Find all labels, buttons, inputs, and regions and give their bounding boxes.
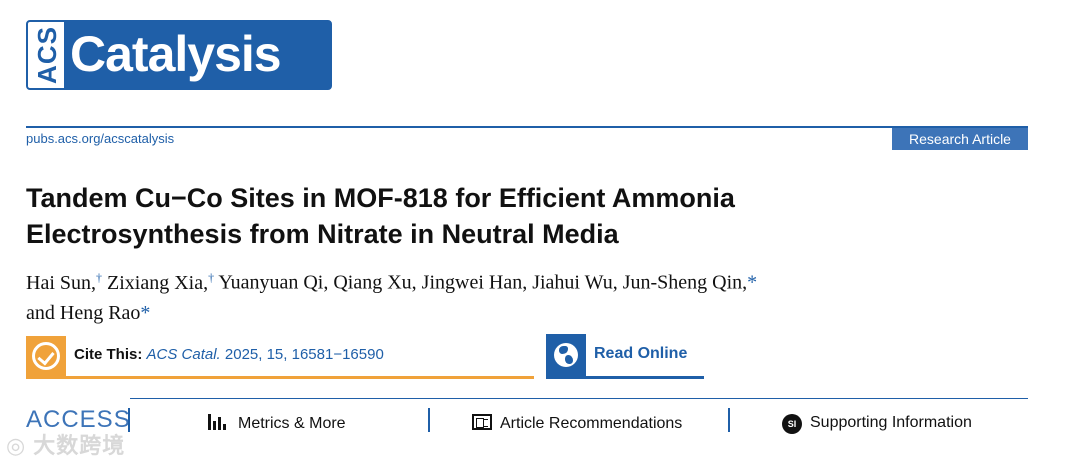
access-label: ACCESS	[26, 406, 131, 433]
author-name[interactable]: Yuanyuan Qi,	[218, 271, 329, 294]
metrics-button[interactable]: Metrics & More	[208, 414, 346, 433]
journal-divider	[26, 126, 1028, 128]
author-name[interactable]: Qiang Xu,	[333, 271, 417, 294]
watermark: ◎ 大数跨境	[6, 433, 126, 458]
title-line-1: Tandem Cu−Co Sites in MOF-818 for Effici…	[26, 183, 735, 213]
access-bar-divider	[130, 398, 1028, 399]
supporting-label: Supporting Information	[810, 414, 972, 431]
check-circle-icon	[32, 342, 60, 370]
author-name[interactable]: Zixiang Xia,†	[107, 270, 215, 294]
article-type-badge: Research Article	[892, 128, 1028, 150]
title-line-2: Electrosynthesis from Nitrate in Neutral…	[26, 219, 619, 249]
button-separator	[728, 408, 730, 432]
button-separator	[428, 408, 430, 432]
logo-acs-panel: ACS	[28, 22, 64, 88]
cite-details: 2025, 15, 16581−16590	[224, 346, 384, 363]
author-name[interactable]: Jingwei Han,	[421, 271, 528, 294]
read-online-button[interactable]: Read Online	[546, 334, 704, 379]
author-name[interactable]: Hai Sun,†	[26, 270, 102, 294]
author-name[interactable]: Jiahui Wu,	[532, 271, 618, 294]
cite-journal: ACS Catal.	[146, 346, 221, 363]
metrics-label: Metrics & More	[238, 415, 346, 432]
access-separator	[128, 408, 130, 432]
recommendations-label: Article Recommendations	[500, 415, 683, 432]
journal-logo[interactable]: ACS Catalysis	[26, 20, 332, 90]
logo-acs-text: ACS	[32, 26, 62, 84]
journal-url-link[interactable]: pubs.acs.org/acscatalysis	[26, 131, 175, 146]
article-recommendations-button[interactable]: Article Recommendations	[472, 414, 682, 433]
read-online-icon-box	[546, 334, 586, 376]
supporting-information-button[interactable]: SI Supporting Information	[782, 414, 972, 434]
cite-label: Cite This:	[74, 346, 143, 363]
logo-journal-name: Catalysis	[70, 26, 282, 82]
cite-icon-box	[26, 336, 66, 376]
author-name[interactable]: and Heng Rao*	[26, 301, 151, 324]
read-online-label: Read Online	[594, 345, 688, 362]
bar-chart-icon	[208, 414, 230, 430]
cite-this-button[interactable]: Cite This: ACS Catal. 2025, 15, 16581−16…	[26, 336, 534, 379]
article-title: Tandem Cu−Co Sites in MOF-818 for Effici…	[26, 180, 1026, 252]
globe-icon	[554, 343, 578, 367]
citation-text: Cite This: ACS Catal. 2025, 15, 16581−16…	[74, 346, 384, 363]
recommendations-icon	[472, 414, 492, 430]
si-icon: SI	[782, 414, 802, 434]
author-list: Hai Sun,† Zixiang Xia,† Yuanyuan Qi, Qia…	[26, 262, 1026, 328]
author-name[interactable]: Jun-Sheng Qin,*	[622, 271, 758, 294]
